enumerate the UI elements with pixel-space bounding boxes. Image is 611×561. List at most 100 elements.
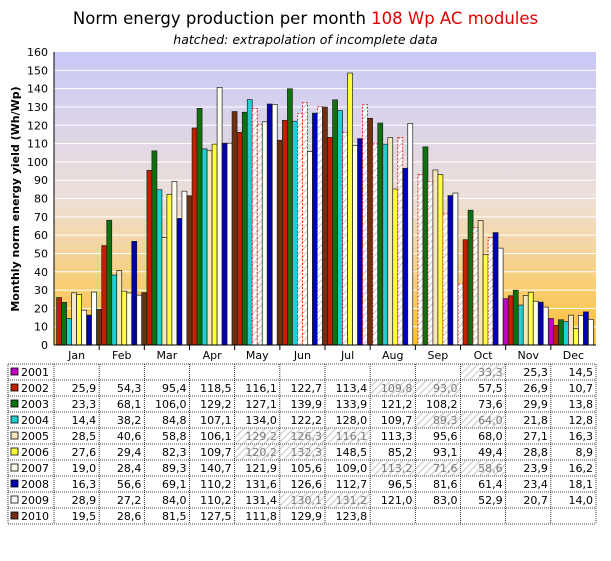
legend-label-2009: 2009	[21, 494, 49, 507]
y-tick-label: 0	[41, 339, 48, 352]
bar-2004-Apr	[201, 148, 208, 346]
table-cell-2009-Dec: 14,0	[569, 494, 594, 507]
y-tick-label: 160	[27, 46, 48, 59]
bar-2008-May	[266, 103, 273, 346]
bar-2007-Sep	[442, 213, 449, 346]
bar-2004-Feb	[111, 274, 118, 346]
bar-2004-Jan	[66, 318, 72, 346]
bar-2004-Jun	[292, 120, 298, 346]
chart-title: Norm energy production per month 108 Wp …	[72, 9, 539, 28]
y-tick-label: 110	[27, 138, 48, 151]
bar-2006-May	[256, 124, 263, 346]
legend-label-2007: 2007	[21, 462, 49, 475]
table-cell-2010-Apr: 127,5	[200, 510, 232, 523]
bar-2009-Apr	[226, 142, 233, 346]
table-cell-2005-Feb: 40,6	[117, 430, 142, 443]
table-cell-2010-Jul: 123,8	[336, 510, 368, 523]
x-tick-label: Jan	[67, 349, 85, 362]
bar-2009-Nov	[542, 306, 549, 346]
table-cell-2003-Sep: 108,2	[426, 398, 458, 411]
table-cell-2004-Jan: 14,4	[72, 414, 97, 427]
bar-2003-Mar	[151, 150, 158, 346]
bar-2008-Dec	[583, 311, 589, 346]
chart-subtitle: hatched: extrapolation of incomplete dat…	[173, 32, 438, 47]
table-cell-2003-Mar: 106,0	[155, 398, 187, 411]
table-cell-2002-Jan: 25,9	[72, 382, 97, 395]
bar-2006-Oct	[482, 254, 489, 346]
table-cell-2010-Jan: 19,5	[72, 510, 97, 523]
bar-2007-Feb	[126, 292, 133, 346]
legend-swatch-2002	[10, 383, 19, 392]
legend-label-2005: 2005	[21, 430, 49, 443]
bar-2010-Jun	[322, 106, 328, 346]
table-cell-2009-Sep: 83,0	[433, 494, 458, 507]
bar-2008-Jun	[312, 112, 318, 346]
legend-swatch-2005	[10, 431, 19, 440]
bar-2010-Jul	[367, 117, 373, 346]
table-cell-2004-Nov: 21,8	[523, 414, 548, 427]
table-cell-2006-Dec: 8,9	[576, 446, 594, 459]
bar-2008-Jul	[357, 138, 363, 346]
bar-2008-Apr	[221, 142, 228, 346]
table-cell-2006-Feb: 29,4	[117, 446, 142, 459]
table-cell-2005-May: 129,2	[245, 430, 277, 443]
bar-2008-Sep	[447, 195, 454, 346]
bar-2009-Jul	[362, 104, 368, 346]
bar-2006-Dec	[573, 328, 579, 346]
bar-2008-Feb	[131, 241, 138, 346]
legend-swatch-2006	[10, 447, 19, 456]
legend-label-2001: 2001	[21, 366, 49, 379]
table-cell-2007-Oct: 58,6	[478, 462, 503, 475]
table-cell-2008-Nov: 23,4	[523, 478, 548, 491]
x-tick-label: Jun	[293, 349, 311, 362]
table-cell-hatch	[280, 444, 325, 460]
table-cell-2003-Apr: 129,2	[200, 398, 232, 411]
bar-2005-May	[251, 108, 258, 346]
bar-2006-Sep	[437, 174, 444, 346]
table-cell-2002-Aug: 109,8	[381, 382, 413, 395]
bar-2003-May	[241, 111, 248, 346]
table-cell-2002-Sep: 93,0	[433, 382, 458, 395]
table-cell-hatch	[280, 492, 325, 508]
y-tick-label: 70	[34, 211, 48, 224]
bar-2002-Jun	[282, 119, 288, 346]
table-cell-2001-Oct: 33,3	[478, 366, 503, 379]
legend-swatch-2001	[10, 367, 19, 376]
table-cell-2002-Jul: 113,4	[336, 382, 368, 395]
table-cell-hatch	[325, 428, 370, 444]
axes: 0 10 20 30 40 50 60 70 80 90 100 110 120 130 140 150 160…	[27, 46, 596, 362]
bar-2010-May	[276, 139, 283, 346]
y-tick-label: 40	[34, 266, 48, 279]
y-tick-label: 80	[34, 193, 48, 206]
bar-2005-Mar	[161, 236, 168, 346]
table-cell-2006-May: 120,2	[245, 446, 277, 459]
x-tick-label: Aug	[382, 349, 403, 362]
table-cell-2006-Mar: 82,3	[162, 446, 187, 459]
table-cell-2005-Dec: 16,3	[569, 430, 594, 443]
bar-2002-Mar	[146, 169, 153, 346]
bar-2010-Feb	[141, 292, 148, 346]
bar-2008-Aug	[402, 167, 409, 346]
bar-2004-Sep	[427, 181, 434, 346]
table-cell-hatch	[415, 380, 460, 396]
bar-2007-Jun	[307, 151, 313, 346]
table-cell-2003-Nov: 29,9	[523, 398, 548, 411]
table-cell-2004-Mar: 84,8	[162, 414, 187, 427]
bar-2004-Aug	[382, 143, 389, 346]
table-cell-2009-Jul: 131,2	[336, 494, 368, 507]
table-cell-2008-Aug: 96,5	[388, 478, 413, 491]
bar-2006-Jan	[76, 294, 82, 346]
bar-2009-Mar	[181, 190, 188, 346]
bar-2003-Dec	[558, 319, 564, 346]
bar-2001-Nov	[502, 298, 509, 346]
table-cell-2007-Jun: 105,6	[291, 462, 323, 475]
bar-2002-Jan	[56, 297, 62, 346]
table-cell-2007-Feb: 28,4	[117, 462, 142, 475]
table-cell-2006-Oct: 49,4	[478, 446, 503, 459]
table-cell-2007-Nov: 23,9	[523, 462, 548, 475]
bar-2009-Feb	[136, 294, 143, 346]
y-tick-label: 140	[27, 83, 48, 96]
table-cell-2004-Jul: 128,0	[336, 414, 368, 427]
table-cell-hatch	[370, 460, 415, 476]
